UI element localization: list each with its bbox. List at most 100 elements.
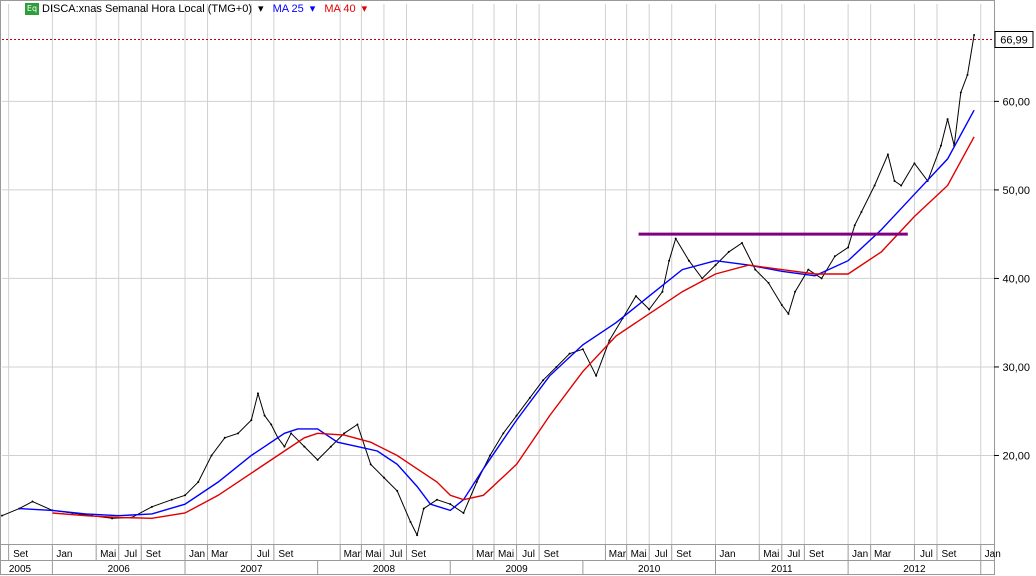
x-month-label: Set: [676, 549, 691, 560]
x-year-label: 2010: [638, 564, 661, 575]
x-month-label: Set: [809, 549, 824, 560]
price-point: [356, 423, 359, 426]
price-point: [489, 454, 492, 457]
price-point: [959, 91, 962, 94]
price-point: [661, 290, 664, 293]
x-month-label: Jan: [985, 549, 1001, 560]
x-month-label: Jul: [920, 549, 933, 560]
series-line-ma-25: [19, 109, 975, 517]
y-tick-label: 40,00: [1002, 273, 1030, 285]
price-point: [210, 454, 213, 457]
price-point: [416, 534, 419, 537]
x-month-label: Set: [146, 549, 161, 560]
price-point: [794, 290, 797, 293]
chart-series: [1, 33, 976, 537]
price-point: [237, 432, 240, 435]
x-month-label: Mai: [365, 549, 381, 560]
x-month-label: Set: [411, 549, 426, 560]
price-point: [475, 481, 478, 484]
x-month-label: Mai: [100, 549, 116, 560]
price-point: [973, 33, 976, 36]
x-year-label: 2007: [240, 564, 263, 575]
ma25-dropdown-icon[interactable]: ▾: [309, 3, 316, 15]
y-tick-label: 30,00: [1002, 362, 1030, 374]
x-month-label: Mar: [874, 549, 892, 560]
price-point: [435, 498, 438, 501]
price-point: [807, 268, 810, 271]
price-point: [886, 153, 889, 156]
price-point: [555, 365, 558, 368]
y-tick-label: 20,00: [1002, 450, 1030, 462]
price-point: [382, 476, 385, 479]
price-point: [833, 255, 836, 258]
x-month-label: Jul: [257, 549, 270, 560]
price-point: [900, 184, 903, 187]
price-point: [860, 211, 863, 214]
ma25-indicator-label[interactable]: MA 25: [272, 3, 304, 15]
price-point: [913, 162, 916, 165]
x-month-label: Jul: [655, 549, 668, 560]
price-point: [256, 392, 259, 395]
x-month-label: Jul: [787, 549, 800, 560]
x-year-label: 2005: [9, 564, 32, 575]
y-axis: 20,00 30,00 40,00 50,00 60,00: [994, 96, 1030, 462]
price-point: [542, 379, 545, 382]
y-tick-label: 60,00: [1002, 96, 1030, 108]
price-point: [946, 118, 949, 121]
price-point: [966, 73, 969, 76]
price-point: [343, 432, 346, 435]
price-point: [502, 432, 505, 435]
x-month-label: Mar: [211, 549, 229, 560]
equity-icon: Eq: [25, 3, 39, 15]
price-point: [150, 505, 153, 508]
price-point: [250, 419, 253, 422]
price-point: [714, 264, 717, 267]
price-point: [263, 414, 266, 417]
price-point: [303, 445, 306, 448]
x-month-label: Jan: [719, 549, 735, 560]
ma40-indicator-label[interactable]: MA 40: [324, 3, 356, 15]
price-point: [223, 436, 226, 439]
last-price-label: 66,99: [1000, 34, 1028, 46]
x-month-label: Jul: [390, 549, 403, 560]
x-month-label: Set: [278, 549, 293, 560]
price-point: [873, 184, 876, 187]
x-month-label: Mai: [631, 549, 647, 560]
x-year-label: 2009: [505, 564, 528, 575]
price-point: [634, 295, 637, 298]
series-line-ma-40: [52, 136, 975, 520]
price-point: [767, 281, 770, 284]
chart-title[interactable]: DISCA:xnas Semanal Hora Local (TMG+0): [42, 3, 252, 15]
dropdown-arrow-icon[interactable]: ▾: [258, 3, 264, 15]
x-month-label: Mar: [344, 549, 362, 560]
price-point: [581, 348, 584, 351]
price-point: [270, 423, 273, 426]
x-month-label: Jan: [56, 549, 72, 560]
price-point: [515, 414, 518, 417]
x-month-label: Mai: [763, 549, 779, 560]
price-point: [290, 432, 293, 435]
price-point: [449, 503, 452, 506]
price-point: [197, 481, 200, 484]
price-point: [701, 277, 704, 280]
price-point: [422, 507, 425, 510]
price-point: [528, 396, 531, 399]
price-point: [820, 277, 823, 280]
y-tick-label: 50,00: [1002, 185, 1030, 197]
x-year-label: 2008: [373, 564, 396, 575]
price-point: [31, 500, 34, 503]
ma40-dropdown-icon[interactable]: ▾: [361, 3, 368, 15]
price-point: [727, 250, 730, 253]
x-month-label: Jan: [189, 549, 205, 560]
price-point: [369, 463, 372, 466]
x-axis-box: [0, 544, 995, 575]
price-point: [741, 242, 744, 245]
price-point: [396, 489, 399, 492]
price-point: [170, 498, 173, 501]
price-point: [847, 246, 850, 249]
price-point: [283, 445, 286, 448]
x-month-label: Mar: [609, 549, 627, 560]
chart-annotations: 66,99: [2, 30, 1034, 236]
price-point: [668, 259, 671, 262]
